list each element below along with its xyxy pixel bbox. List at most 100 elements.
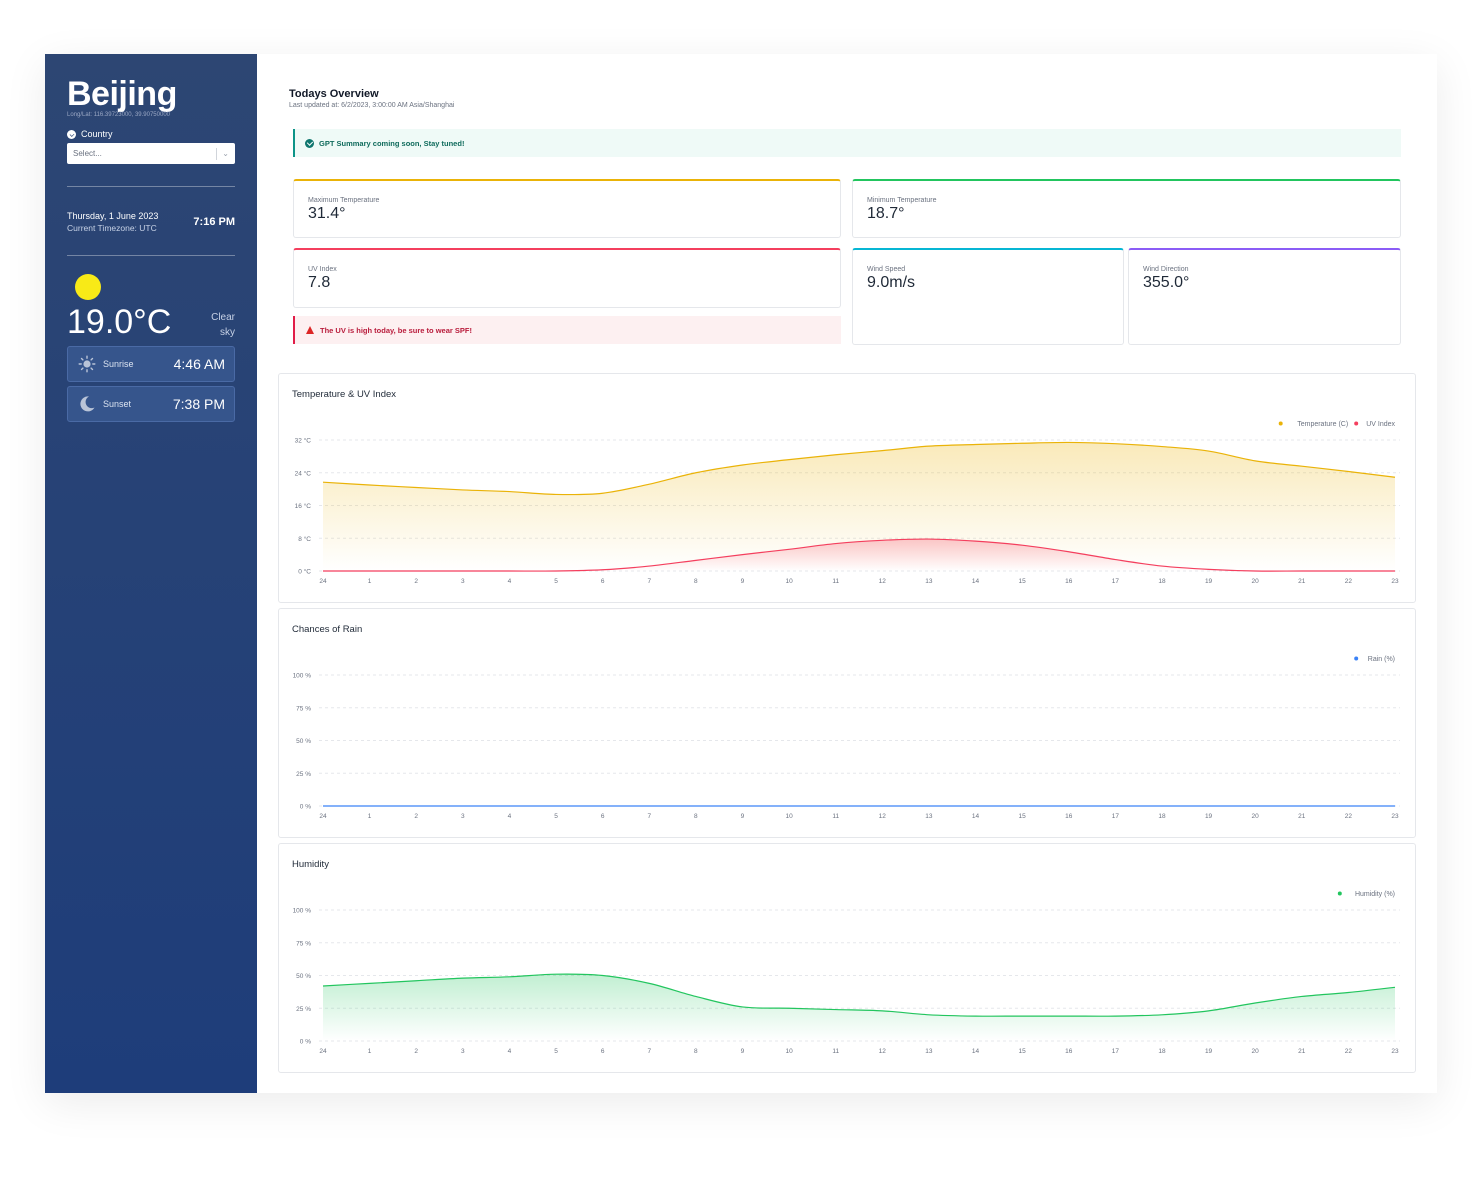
x-tick-label: 16 (1065, 813, 1073, 820)
x-tick-label: 6 (601, 1048, 605, 1055)
warning-icon (306, 326, 314, 334)
x-tick-label: 21 (1298, 1048, 1306, 1055)
x-tick-label: 18 (1158, 578, 1166, 585)
x-tick-label: 24 (319, 1048, 327, 1055)
page-title: Todays Overview (289, 88, 379, 100)
legend-swatch (1337, 891, 1342, 896)
x-tick-label: 1 (368, 813, 372, 820)
x-tick-label: 8 (694, 1048, 698, 1055)
x-tick-label: 3 (461, 578, 465, 585)
legend-label: UV Index (1366, 421, 1395, 428)
rain-plot: 0 %25 %50 %75 %100 %24 1 2 3 4 5 6 7 8 9 10 11 12 13 1… (293, 656, 1400, 820)
x-tick-label: 7 (647, 1048, 651, 1055)
y-tick-label: 16 °C (295, 502, 312, 510)
series-area (323, 539, 1395, 572)
x-tick-label: 7 (647, 813, 651, 820)
x-tick-label: 6 (601, 813, 605, 820)
current-weather: 19.0°C Clear sky (67, 304, 235, 340)
datetime-row: Thursday, 1 June 2023 Current Timezone: … (67, 210, 235, 233)
x-tick-label: 11 (832, 578, 839, 585)
y-tick-label: 32 °C (295, 437, 312, 445)
x-tick-label: 22 (1345, 813, 1353, 820)
x-tick-label: 4 (508, 813, 512, 820)
current-temperature: 19.0°C (67, 303, 172, 341)
humidity-plot: 0 %25 %50 %75 %100 %24 1 2 3 4 5 6 7 8 9 10 11 12 13 1… (293, 891, 1400, 1055)
moon-icon (80, 396, 95, 412)
uv-index-card: UV Index 7.8 (293, 248, 841, 308)
x-tick-label: 15 (1019, 813, 1027, 820)
series-area (323, 974, 1395, 1041)
wind-speed-card: Wind Speed 9.0m/s (852, 248, 1124, 345)
x-tick-label: 6 (601, 578, 605, 585)
y-tick-label: 50 % (296, 738, 311, 745)
legend-swatch (1354, 656, 1359, 661)
x-tick-label: 21 (1298, 813, 1306, 820)
x-tick-label: 10 (785, 1048, 793, 1055)
x-tick-label: 2 (414, 578, 418, 585)
series-area (323, 442, 1395, 571)
series-line (322, 441, 1396, 496)
x-tick-label: 2 (414, 1048, 418, 1055)
select-divider (216, 147, 218, 160)
x-tick-label: 14 (972, 813, 980, 820)
y-tick-label: 100 % (293, 673, 312, 680)
x-tick-label: 9 (741, 578, 745, 585)
country-label: Country (67, 129, 235, 139)
max-temperature-card: Maximum Temperature 31.4° (293, 179, 841, 238)
x-tick-label: 19 (1205, 1048, 1213, 1055)
gpt-summary-text: GPT Summary coming soon, Stay tuned! (319, 138, 465, 148)
x-tick-label: 17 (1112, 578, 1120, 585)
x-tick-label: 19 (1205, 813, 1213, 820)
x-tick-label: 3 (461, 1048, 465, 1055)
x-tick-label: 21 (1298, 578, 1306, 585)
chart-title: Chances of Rain (292, 624, 363, 635)
card-value: 7.8 (308, 274, 331, 291)
sunrise-box: Sunrise 4:46 AM (67, 346, 235, 382)
x-tick-label: 20 (1252, 813, 1260, 820)
x-tick-label: 1 (368, 578, 372, 585)
main-content: Todays Overview Last updated at: 6/2/202… (257, 54, 1437, 1093)
sunset-label: Sunset (103, 399, 132, 409)
x-tick-label: 4 (508, 578, 512, 585)
card-label: UV Index (308, 266, 337, 273)
card-value: 31.4° (308, 205, 346, 222)
x-tick-label: 16 (1065, 1048, 1073, 1055)
x-tick-label: 18 (1158, 1048, 1166, 1055)
country-label-text: Country (81, 129, 113, 139)
x-tick-label: 16 (1065, 578, 1073, 585)
x-tick-label: 10 (785, 578, 793, 585)
x-tick-label: 12 (879, 813, 887, 820)
sidebar: Beijing Long/Lat: 116.39723000, 39.90750… (45, 54, 257, 1093)
current-timezone: Current Timezone: UTC (67, 223, 157, 233)
x-tick-label: 24 (319, 578, 327, 585)
sunset-box: Sunset 7:38 PM (67, 386, 235, 422)
temperature-uv-plot: 0 °C8 °C16 °C24 °C32 °C24 1 2 3 4 5 6 7 8 9 10 11 12… (295, 421, 1400, 585)
chevron-down-icon[interactable]: ⌄ (222, 149, 229, 158)
temperature-uv-chart: Temperature & UV Index 0 °C 8 °C 16 °C 24 °… (278, 373, 1416, 603)
check-circle-icon (305, 138, 314, 148)
uv-alert-text: The UV is high today, be sure to wear SP… (320, 325, 472, 335)
wind-direction-card: Wind Direction 355.0° (1128, 248, 1401, 345)
x-tick-label: 23 (1391, 1048, 1399, 1055)
x-tick-label: 11 (832, 813, 839, 820)
gpt-summary-notice: GPT Summary coming soon, Stay tuned! (293, 129, 1401, 157)
country-select[interactable]: Select... ⌄ (67, 143, 235, 164)
x-tick-label: 7 (647, 578, 651, 585)
x-tick-label: 15 (1019, 1048, 1027, 1055)
card-label: Wind Speed (867, 266, 906, 273)
x-tick-label: 10 (785, 813, 793, 820)
x-tick-label: 23 (1391, 578, 1399, 585)
humidity-chart: Humidity 0 % 25 % 50 % 75 % 100 % 24 1 2 3 4 5 6 7 8 9… (278, 843, 1416, 1073)
y-tick-label: 25 % (296, 771, 311, 778)
x-tick-label: 19 (1205, 578, 1213, 585)
coordinates: Long/Lat: 116.39723000, 39.90750000 (67, 112, 170, 118)
y-tick-label: 75 % (296, 705, 311, 712)
country-select-placeholder: Select... (73, 149, 102, 158)
sunset-time: 7:38 PM (172, 396, 225, 412)
x-tick-label: 8 (694, 813, 698, 820)
sunrise-label: Sunrise (103, 359, 134, 369)
series-line (323, 538, 1395, 572)
x-tick-label: 2 (414, 813, 418, 820)
card-label: Minimum Temperature (867, 197, 937, 204)
x-tick-label: 13 (925, 578, 933, 585)
